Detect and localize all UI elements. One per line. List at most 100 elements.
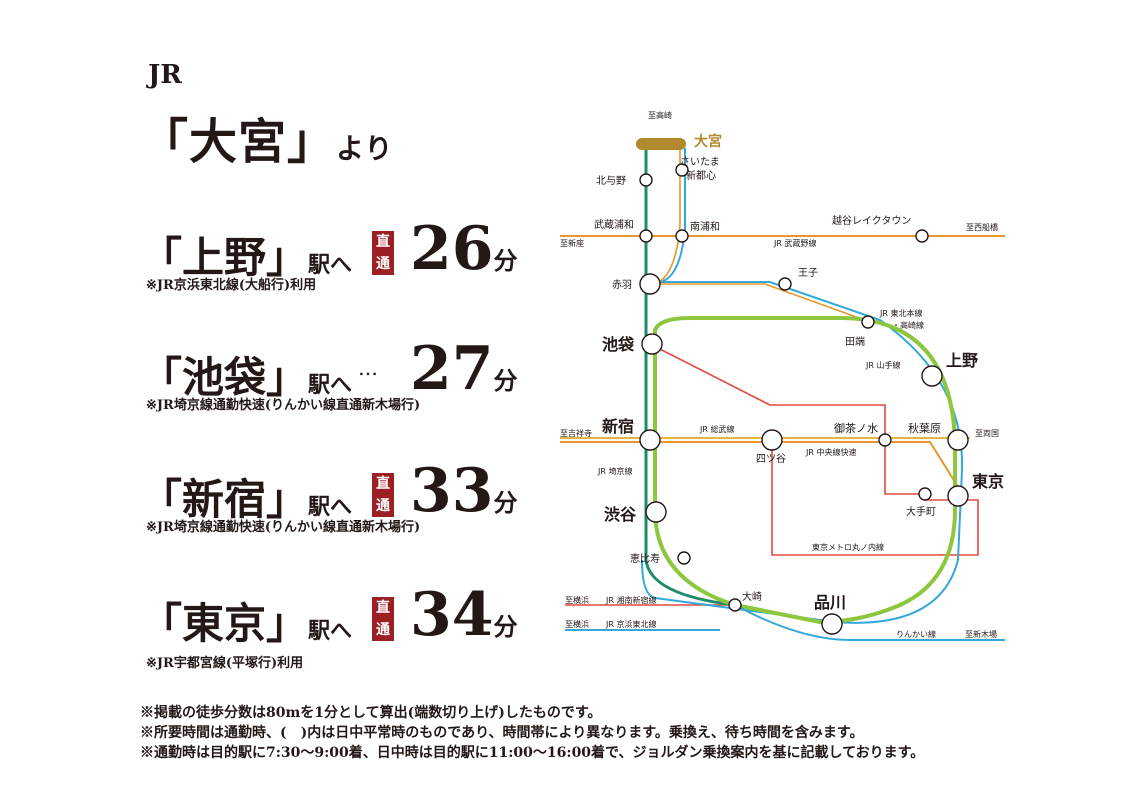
line-label-tohoku-2: ・高崎線 (892, 320, 924, 330)
route-note: ※JR京浜東北線(大船行)利用 (146, 278, 317, 293)
station-tokyo: 東京 (972, 472, 1004, 491)
line-label-tohoku-1: JR 東北本線 (879, 308, 922, 318)
destination-eki: 駅へ (308, 494, 353, 520)
chuo-line (560, 441, 961, 491)
direction-shinza: 至新座 (560, 238, 584, 248)
station-marker-saitama-shintoshin (675, 163, 689, 177)
ellipsis: … (358, 356, 380, 380)
destination-ueno: 「上野」駅へ 直通 26分 ※JR京浜東北線(大船行)利用 (140, 214, 518, 293)
station-osaki: 大崎 (742, 590, 762, 603)
station-ebisu: 恵比寿 (630, 552, 660, 565)
station-akabane: 赤羽 (612, 279, 632, 291)
destination-name: 「東京」 (140, 599, 309, 648)
line-label-chuo: JR 中央線快速 (805, 447, 856, 457)
station-marker-koshigaya (915, 229, 929, 243)
station-marker-akabane (639, 273, 661, 295)
route-note: ※JR埼京線通勤快速(りんかい線直通新木場行) (146, 520, 421, 535)
saikyo-line (644, 148, 736, 607)
origin-suffix: より (336, 132, 394, 165)
station-saitama-shintoshin-2: 新都心 (686, 169, 716, 182)
station-marker-yotsuya (761, 429, 783, 451)
origin-line-prefix: JR (148, 60, 182, 90)
travel-time: 33分 (410, 456, 518, 526)
destination-name: 「新宿」 (140, 475, 309, 524)
station-marker-akihabara (947, 429, 969, 451)
route-note: ※JR埼京線通勤快速(りんかい線直通新木場行) (146, 398, 421, 413)
station-tabata: 田端 (845, 335, 865, 348)
direction-kitchoji: 至吉祥寺 (560, 428, 592, 438)
direction-nishi-funabashi: 至西船橋 (966, 222, 998, 232)
station-shibuya: 渋谷 (604, 505, 637, 524)
destination-shinjuku: 「新宿」駅へ 直通 33分 ※JR埼京線通勤快速(りんかい線直通新木場行) (140, 456, 518, 535)
station-marker-ikebukuro (641, 333, 663, 355)
line-label-marunouchi: 東京メトロ丸ノ内線 (812, 542, 884, 552)
destination-eki: 駅へ (308, 618, 353, 644)
travel-minutes: 33 (410, 456, 494, 526)
direction-yokohama-1: 至横浜 (565, 595, 589, 605)
station-yotsuya: 四ツ谷 (756, 453, 786, 465)
station-marker-ochanomizu (878, 433, 892, 447)
station-marker-minami-urawa (675, 229, 689, 243)
travel-minutes: 34 (410, 580, 494, 650)
station-kitayono: 北与野 (596, 175, 626, 187)
direction-takasaki: 至高崎 (648, 110, 672, 120)
travel-minutes: 27 (410, 334, 494, 404)
destination-name: 「池袋」 (140, 353, 309, 402)
station-akihabara: 秋葉原 (908, 421, 941, 435)
footnote: ※掲載の徒歩分数は80mを1分として算出(端数切り上げ)したものです。 (140, 705, 602, 721)
footnote: ※通勤時は目的駅に7:30〜9:00着、日中時は目的駅に11:00〜16:00着… (140, 745, 925, 761)
minutes-unit: 分 (493, 246, 518, 275)
line-label-shonan: JR 湘南新宿線 (605, 595, 656, 605)
travel-time: 34分 (410, 580, 518, 650)
travel-time: 27分 (410, 334, 518, 404)
station-otemachi: 大手町 (906, 505, 936, 518)
station-shinjuku: 新宿 (602, 417, 634, 436)
station-minami-urawa: 南浦和 (690, 220, 720, 233)
station-ueno: 上野 (946, 351, 978, 370)
yamanote-line (653, 316, 957, 625)
minutes-unit: 分 (493, 612, 518, 641)
station-marker-kitayono (639, 173, 653, 187)
line-label-sobu: JR 総武線 (699, 424, 734, 434)
destination-eki: 駅へ (308, 252, 353, 278)
station-marker-oji (778, 277, 792, 291)
destination-ikebukuro: 「池袋」駅へ … 27分 ※JR埼京線通勤快速(りんかい線直通新木場行) (140, 334, 518, 413)
line-label-keihin: JR 京浜東北線 (605, 619, 656, 629)
destination-eki: 駅へ (308, 372, 353, 398)
line-label-musashino: JR 武蔵野線 (773, 238, 816, 248)
direction-yokohama-2: 至横浜 (565, 619, 589, 629)
destination-tokyo: 「東京」駅へ 直通 34分 ※JR宇都宮線(平塚行)利用 (140, 580, 518, 671)
station-marker-tabata (861, 315, 875, 329)
station-marker-musashi-urawa (639, 229, 653, 243)
station-marker-shinjuku (639, 429, 661, 451)
station-marker-otemachi (918, 487, 932, 501)
minutes-unit: 分 (493, 366, 518, 395)
station-omiya: 大宮 (694, 133, 722, 150)
station-ikebukuro: 池袋 (602, 335, 635, 354)
station-marker-ueno (921, 365, 943, 387)
line-label-saikyo: JR 埼京線 (597, 466, 632, 476)
footnote: ※所要時間は通勤時、( )内は日中平常時のものであり、時間帯により異なります。乗… (140, 725, 864, 741)
line-label-yamanote: JR 山手線 (865, 360, 900, 370)
station-saitama-shintoshin-1: さいたま (680, 156, 720, 168)
route-note: ※JR宇都宮線(平塚行)利用 (146, 656, 304, 671)
station-musashi-urawa: 武蔵浦和 (594, 218, 634, 231)
destination-name: 「上野」 (140, 233, 309, 282)
station-ochanomizu: 御茶ノ水 (834, 421, 878, 435)
direction-shinkiba: 至新木場 (965, 629, 997, 639)
minutes-unit: 分 (493, 488, 518, 517)
station-oji: 王子 (798, 267, 818, 279)
omiya-bar (636, 138, 686, 150)
station-marker-osaki (728, 598, 742, 612)
travel-time: 26分 (410, 214, 518, 284)
direct-badge: 直通 (372, 597, 394, 641)
origin-station: 「大宮」より (140, 102, 393, 172)
footnotes: ※掲載の徒歩分数は80mを1分として算出(端数切り上げ)したものです。 ※所要時… (140, 703, 924, 763)
station-marker-shinagawa (821, 613, 843, 635)
station-marker-ebisu (677, 551, 691, 565)
direct-badge: 直通 (372, 231, 394, 275)
station-marker-shibuya (645, 501, 667, 523)
keihin-line (565, 148, 964, 631)
travel-minutes: 26 (410, 214, 494, 284)
